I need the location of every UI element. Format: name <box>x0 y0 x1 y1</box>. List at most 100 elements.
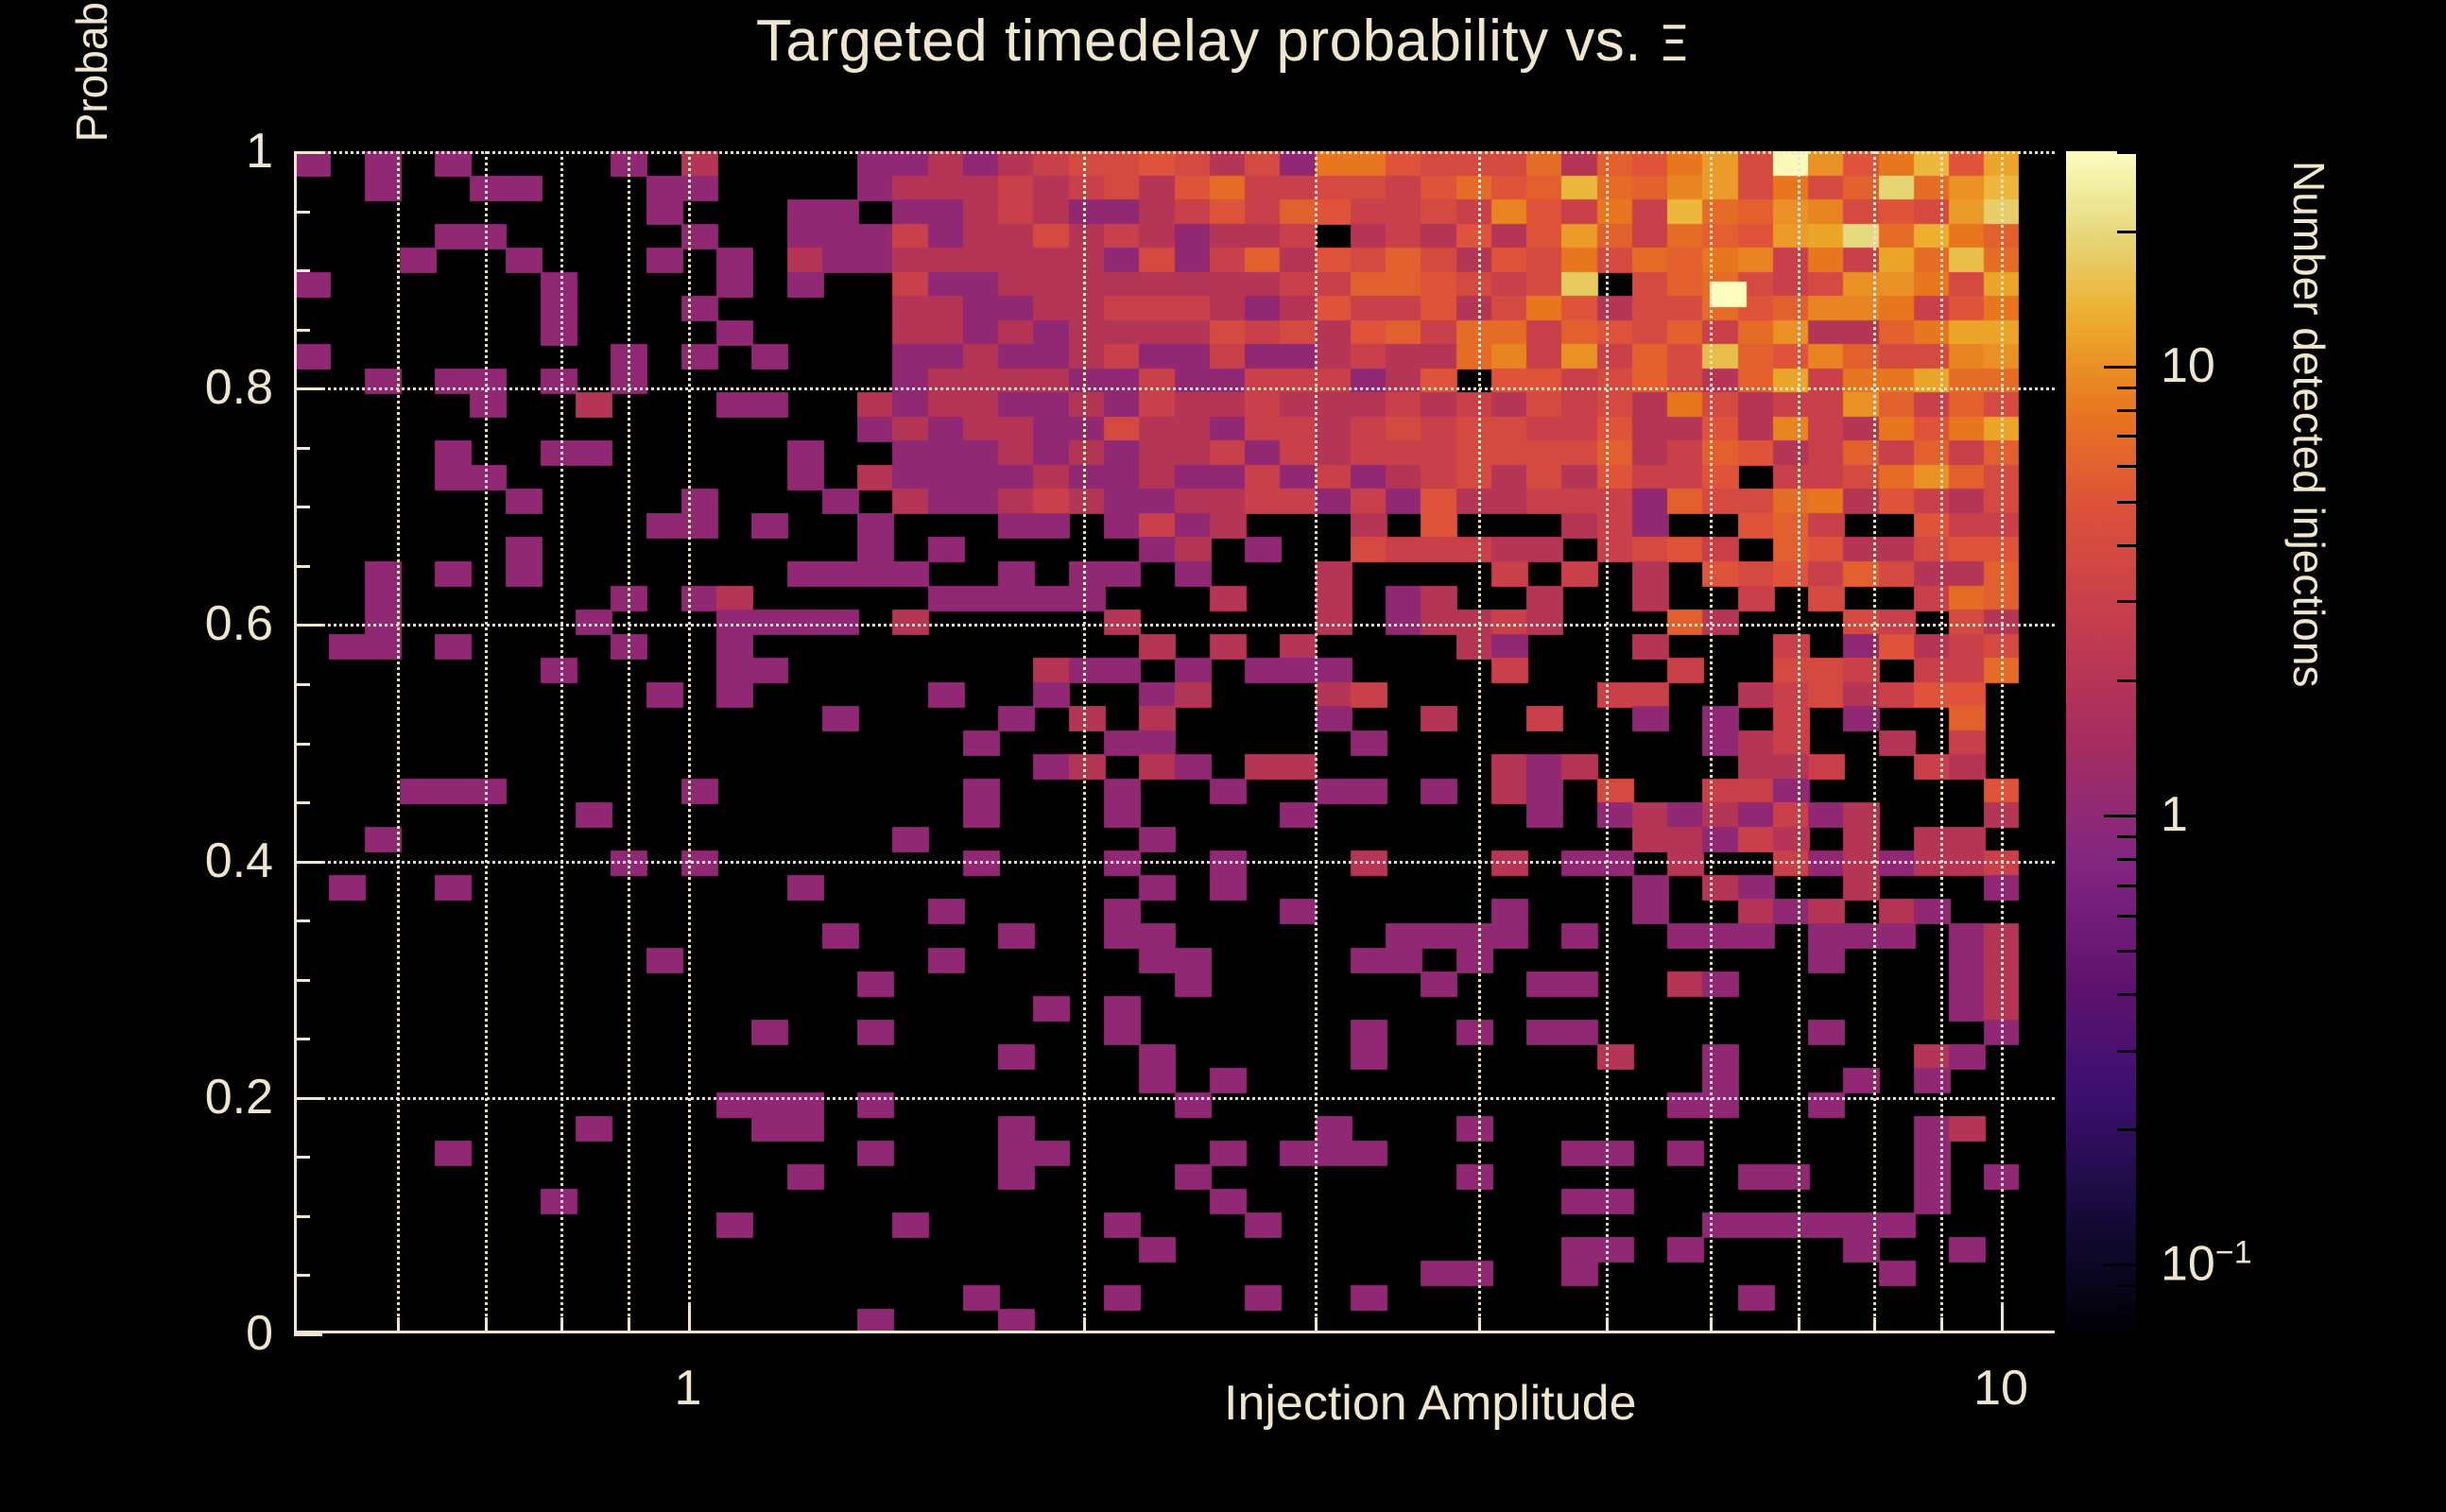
y-minor-tick <box>294 506 310 509</box>
colorbar-minor-tick <box>2117 386 2136 389</box>
x-tick-label: 1 <box>674 1361 702 1416</box>
x-minor-tick <box>484 1317 488 1333</box>
x-minor-tick <box>1605 1317 1609 1333</box>
colorbar-minor-tick <box>2117 1284 2136 1288</box>
x-gridline <box>2001 151 2004 1333</box>
x-gridline <box>484 151 488 1333</box>
y-minor-tick <box>294 1274 310 1278</box>
x-gridline <box>628 151 631 1333</box>
x-gridline <box>1797 151 1800 1333</box>
x-minor-tick <box>628 1317 631 1333</box>
plot-area <box>294 151 2055 1333</box>
colorbar-gradient <box>2066 151 2136 1333</box>
x-gridline <box>396 151 400 1333</box>
x-minor-tick <box>1709 1317 1713 1333</box>
colorbar-minor-tick <box>2117 1333 2136 1336</box>
x-major-tick <box>688 1305 691 1333</box>
y-gridline <box>294 1096 2055 1100</box>
x-gridline <box>1940 151 1944 1333</box>
y-minor-tick <box>294 801 310 805</box>
y-minor-tick <box>294 1156 310 1160</box>
y-minor-tick <box>294 919 310 923</box>
y-tick-label: 0 <box>246 1306 273 1361</box>
y-minor-tick <box>294 742 310 746</box>
colorbar-minor-tick <box>2117 1307 2136 1311</box>
y-major-tick <box>294 860 322 864</box>
x-gridline <box>688 151 691 1333</box>
colorbar-minor-tick <box>2117 1049 2136 1053</box>
colorbar-minor-tick <box>2117 1128 2136 1132</box>
colorbar-title: Number detected injections <box>2284 161 2334 688</box>
x-minor-tick <box>1940 1317 1944 1333</box>
colorbar-minor-tick <box>2117 435 2136 438</box>
x-gridline <box>1873 151 1877 1333</box>
y-minor-tick <box>294 446 310 450</box>
y-tick-label: 0.2 <box>204 1069 273 1125</box>
colorbar-minor-tick <box>2117 408 2136 412</box>
x-minor-tick <box>1083 1317 1087 1333</box>
colorbar-minor-tick <box>2117 151 2136 154</box>
x-minor-tick <box>1797 1317 1800 1333</box>
heatmap-canvas <box>294 151 2055 1333</box>
y-gridline <box>294 387 2055 391</box>
x-minor-tick <box>1314 1317 1318 1333</box>
y-axis-title: Probability for event timedelay to be co… <box>66 0 117 155</box>
y-major-tick <box>294 151 322 154</box>
colorbar-major-tick <box>2104 815 2136 818</box>
y-tick-label: 0.4 <box>204 833 273 888</box>
x-major-tick <box>2001 1305 2004 1333</box>
y-gridline <box>294 151 2055 154</box>
colorbar-minor-tick <box>2117 884 2136 887</box>
y-major-tick <box>294 1333 322 1336</box>
chart-title-symbol: Ξ <box>1658 16 1691 73</box>
x-gridline <box>1709 151 1713 1333</box>
x-gridline <box>560 151 564 1333</box>
y-tick-label: 1 <box>246 124 273 179</box>
colorbar-minor-tick <box>2117 834 2136 838</box>
y-minor-tick <box>294 1214 310 1218</box>
colorbar-major-tick <box>2104 1263 2136 1267</box>
colorbar-minor-tick <box>2117 600 2136 604</box>
x-tick-label: 10 <box>1973 1361 2028 1416</box>
y-minor-tick <box>294 682 310 686</box>
colorbar-minor-tick <box>2117 858 2136 862</box>
colorbar-minor-tick <box>2117 543 2136 547</box>
y-minor-tick <box>294 328 310 332</box>
colorbar-minor-tick <box>2117 679 2136 682</box>
colorbar-minor-tick <box>2117 993 2136 997</box>
y-tick-label: 0.6 <box>204 596 273 652</box>
x-gridline <box>1314 151 1318 1333</box>
colorbar-tick-label: 1 <box>2161 787 2188 843</box>
colorbar-minor-tick <box>2117 230 2136 233</box>
colorbar-tick-label: 10−1 <box>2161 1234 2252 1293</box>
y-minor-tick <box>294 210 310 214</box>
x-minor-tick <box>396 1317 400 1333</box>
colorbar-minor-tick <box>2117 465 2136 469</box>
y-minor-tick <box>294 564 310 568</box>
colorbar-minor-tick <box>2117 950 2136 954</box>
colorbar <box>2066 151 2136 1333</box>
x-gridline <box>1605 151 1609 1333</box>
x-minor-tick <box>1873 1317 1877 1333</box>
y-major-tick <box>294 387 322 391</box>
chart-title: Targeted timedelay probability vs. Ξ <box>0 8 2446 75</box>
x-axis-title: Injection Amplitude <box>1224 1376 1637 1431</box>
y-major-tick <box>294 624 322 627</box>
y-gridline <box>294 624 2055 627</box>
colorbar-minor-tick <box>2117 914 2136 918</box>
x-minor-tick <box>560 1317 564 1333</box>
y-minor-tick <box>294 269 310 273</box>
colorbar-minor-tick <box>2117 500 2136 504</box>
chart-title-text: Targeted timedelay probability vs. <box>755 9 1659 74</box>
x-gridline <box>1478 151 1482 1333</box>
x-minor-tick <box>1478 1317 1482 1333</box>
y-minor-tick <box>294 978 310 982</box>
y-tick-label: 0.8 <box>204 360 273 416</box>
y-minor-tick <box>294 1038 310 1041</box>
y-major-tick <box>294 1096 322 1100</box>
colorbar-major-tick <box>2104 365 2136 369</box>
x-gridline <box>1083 151 1087 1333</box>
y-gridline <box>294 860 2055 864</box>
colorbar-tick-label: 10 <box>2161 337 2215 393</box>
